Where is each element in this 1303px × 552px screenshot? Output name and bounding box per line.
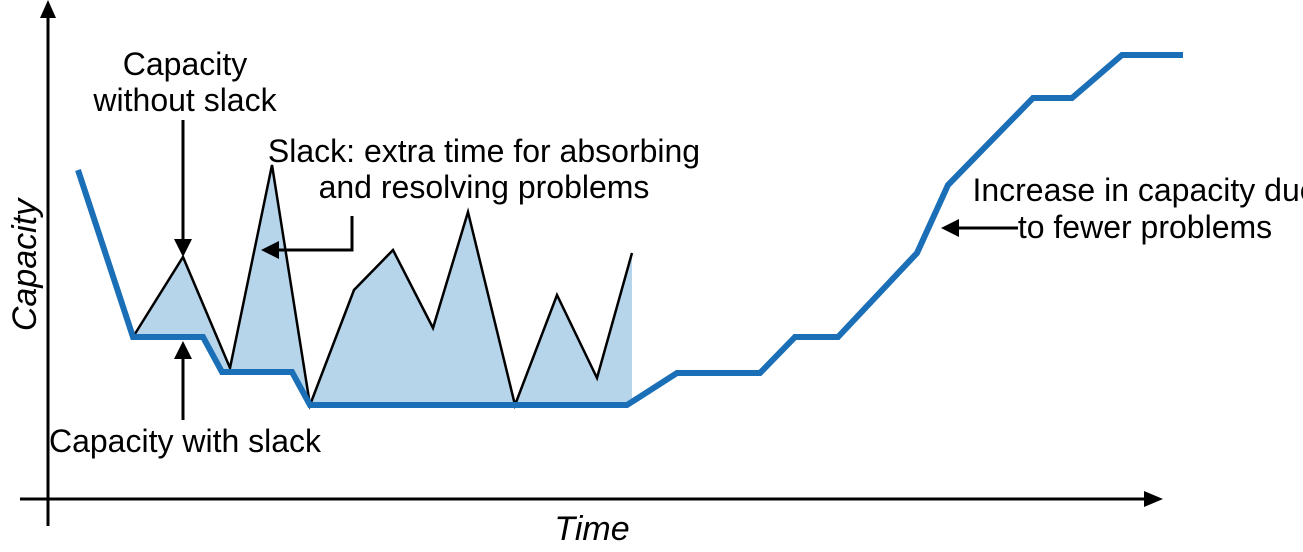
x-axis	[20, 491, 1163, 507]
slack-label-line2: and resolving problems	[319, 169, 650, 205]
annotation-capacity-without-slack: Capacity without slack	[92, 46, 278, 257]
y-axis	[40, 0, 56, 526]
slack-arrowhead	[261, 241, 279, 259]
increase-arrowhead	[941, 219, 959, 237]
slack-arrow	[278, 216, 354, 252]
slack-label-line1: Slack: extra time for absorbing	[268, 133, 700, 169]
capacity-without-slack-label-line1: Capacity	[123, 46, 248, 82]
capacity-without-slack-line	[131, 164, 634, 410]
increase-label-line2: to fewer problems	[1018, 209, 1272, 245]
annotation-capacity-with-slack: Capacity with slack	[49, 341, 322, 459]
x-axis-label: Time	[554, 510, 629, 548]
annotation-increase: Increase in capacity due to fewer proble…	[941, 172, 1303, 245]
capacity-without-slack-label-line2: without slack	[92, 82, 277, 118]
annotation-slack: Slack: extra time for absorbing and reso…	[261, 133, 700, 259]
capacity-with-slack-arrowhead	[174, 341, 192, 359]
y-axis-label: Capacity	[6, 197, 44, 331]
slack-area	[133, 165, 632, 405]
increase-label-line1: Increase in capacity due	[972, 172, 1303, 208]
capacity-without-slack-arrowhead	[174, 239, 192, 257]
capacity-line	[75, 52, 1183, 408]
capacity-with-slack-label: Capacity with slack	[49, 423, 322, 459]
